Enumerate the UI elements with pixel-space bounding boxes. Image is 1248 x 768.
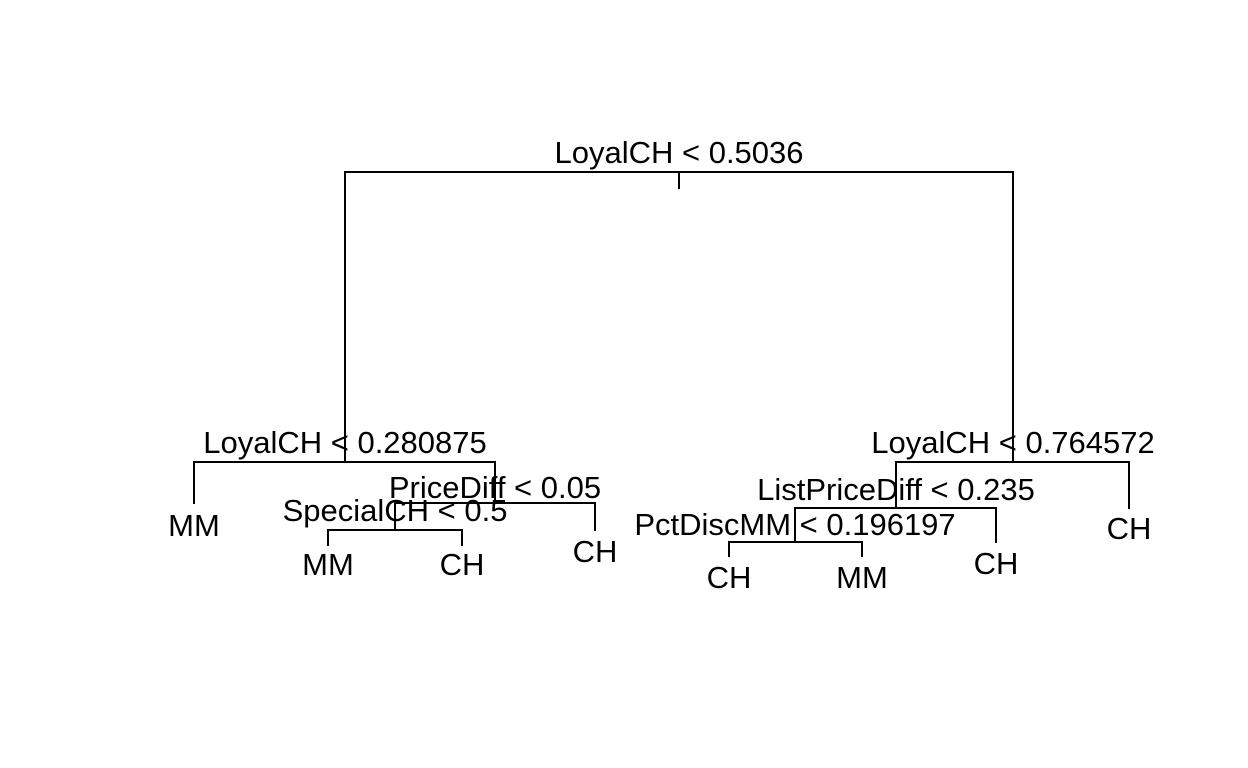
split-label-right-left: ListPriceDiff < 0.235 — [757, 472, 1035, 507]
split-label-root: LoyalCH < 0.5036 — [554, 135, 803, 170]
tree-node-left-right — [394, 502, 596, 531]
split-label-left-right: PriceDiff < 0.05 — [389, 470, 601, 505]
tree-node-left — [193, 461, 496, 504]
tree-node-right — [895, 461, 1130, 509]
tree-node-right-left-left — [728, 541, 863, 557]
split-label-left: LoyalCH < 0.280875 — [203, 425, 487, 460]
leaf-label: CH — [707, 560, 752, 595]
tree-node-left-right-left — [327, 529, 463, 546]
split-label-left-right-left: SpecialCH < 0.5 — [283, 493, 508, 528]
split-label-right: LoyalCH < 0.764572 — [871, 425, 1155, 460]
leaf-label: CH — [440, 547, 485, 582]
leaf-label: MM — [302, 547, 354, 582]
leaf-label: CH — [1107, 511, 1152, 546]
split-label-right-left-left: PctDiscMM < 0.196197 — [634, 507, 955, 542]
leaf-label: MM — [168, 508, 220, 543]
tree-node-right-left — [794, 507, 997, 543]
tree-node-root — [344, 171, 1014, 463]
leaf-label: CH — [573, 534, 618, 569]
leaf-label: MM — [836, 560, 888, 595]
leaf-label: CH — [974, 546, 1019, 581]
